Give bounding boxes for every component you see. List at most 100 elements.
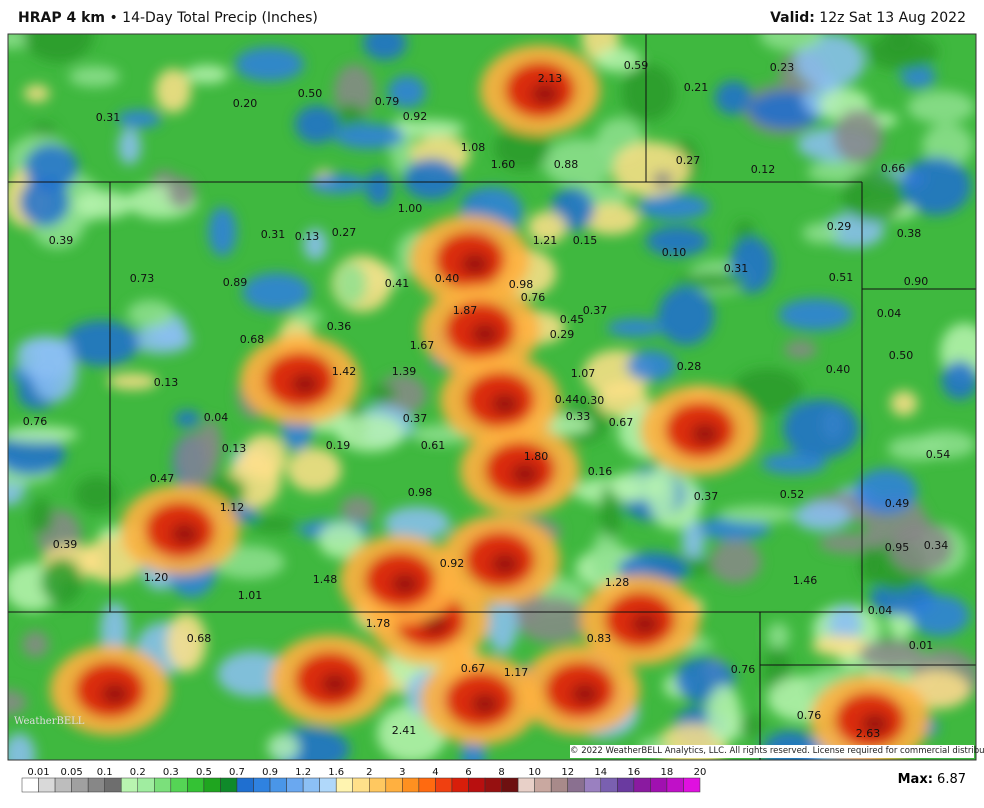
- blob: [294, 105, 339, 144]
- value-label: 0.67: [609, 416, 634, 429]
- blob: [73, 190, 133, 219]
- blob: [739, 714, 764, 739]
- blob: [909, 594, 970, 637]
- legend-swatch: [21, 777, 39, 793]
- blob: [571, 683, 599, 705]
- value-label: 0.39: [49, 234, 74, 247]
- legend-label: 12: [561, 767, 574, 778]
- value-label: 0.31: [724, 262, 749, 275]
- blob: [511, 463, 539, 485]
- legend-swatch: [517, 777, 535, 793]
- blob: [706, 684, 741, 744]
- value-label: 1.28: [605, 576, 630, 589]
- value-label: 1.67: [410, 339, 435, 352]
- blob: [759, 34, 824, 52]
- blob: [907, 90, 976, 124]
- value-label: 1.42: [332, 365, 357, 378]
- value-label: 0.98: [408, 486, 433, 499]
- model: HRAP 4 km: [18, 10, 105, 26]
- blob: [731, 368, 804, 415]
- value-label: 0.13: [222, 442, 247, 455]
- legend-swatch: [170, 777, 188, 793]
- blob: [22, 631, 49, 658]
- max-box: Max: 6.87: [898, 772, 966, 787]
- value-label: 0.13: [295, 230, 320, 243]
- blobs: [8, 34, 976, 760]
- blob: [30, 343, 78, 402]
- blob: [116, 109, 162, 128]
- value-label: 0.33: [566, 410, 591, 423]
- blob: [718, 505, 796, 524]
- value-label: 0.04: [868, 604, 893, 617]
- blob: [811, 635, 869, 657]
- blob: [494, 126, 550, 171]
- blob: [782, 399, 860, 459]
- state-borders: [8, 34, 976, 760]
- value-label: 1.48: [313, 573, 338, 586]
- value-label: 0.76: [797, 709, 822, 722]
- legend-label: 18: [661, 767, 674, 778]
- blob: [100, 601, 129, 658]
- blob: [377, 374, 427, 416]
- blob: [241, 433, 287, 480]
- value-label: 0.47: [150, 472, 175, 485]
- blob: [542, 138, 616, 187]
- value-label: 0.20: [233, 97, 258, 110]
- blob: [866, 34, 939, 71]
- value-label: 0.41: [385, 277, 410, 290]
- blob: [710, 539, 761, 584]
- blob: [657, 286, 715, 345]
- blob: [626, 350, 677, 382]
- blob: [250, 516, 299, 533]
- copyright: © 2022 WeatherBELL Analytics, LLC. All r…: [570, 745, 984, 758]
- blob: [68, 65, 120, 88]
- legend-swatch: [87, 777, 105, 793]
- blob: [336, 413, 405, 452]
- legend-swatch: [600, 777, 618, 793]
- blob: [23, 84, 50, 103]
- blob: [833, 109, 884, 164]
- legend-swatch: [154, 777, 172, 793]
- blob: [471, 323, 499, 345]
- legend-swatch: [120, 777, 139, 793]
- blob: [267, 733, 300, 760]
- legend-swatch: [38, 777, 56, 793]
- blob: [174, 410, 201, 428]
- value-label: 1.00: [398, 202, 423, 215]
- value-label: 0.40: [826, 363, 851, 376]
- blob: [778, 298, 853, 331]
- blob: [107, 373, 158, 390]
- legend-swatch: [54, 777, 72, 793]
- value-label: 1.21: [533, 234, 558, 247]
- value-label: 0.15: [573, 234, 598, 247]
- blob: [174, 431, 218, 488]
- value-label: 0.52: [780, 488, 805, 501]
- blob: [887, 436, 945, 461]
- blob: [391, 573, 419, 595]
- blob: [516, 597, 588, 643]
- legend-swatch: [352, 777, 370, 793]
- legend-swatch: [220, 777, 238, 793]
- value-label: 0.73: [130, 272, 155, 285]
- blob: [491, 553, 519, 575]
- legend-swatch: [302, 777, 320, 793]
- legend-swatch: [369, 777, 387, 793]
- legend-swatch: [385, 777, 403, 793]
- value-label: 0.76: [23, 415, 48, 428]
- value-label: 0.29: [827, 220, 852, 233]
- value-label: 0.38: [897, 227, 922, 240]
- legend-swatch: [187, 777, 205, 793]
- blob: [606, 318, 665, 337]
- legend-label: 1.6: [328, 767, 344, 778]
- legend-label: 16: [627, 767, 640, 778]
- blob: [303, 228, 328, 261]
- blob: [387, 75, 426, 108]
- blob: [900, 65, 936, 89]
- valid-label: Valid:: [770, 10, 815, 26]
- blob: [621, 64, 676, 121]
- legend-swatch: [253, 777, 271, 793]
- legend-swatch: [286, 777, 304, 793]
- legend-swatch: [402, 777, 420, 793]
- blob: [18, 338, 74, 355]
- value-label: 0.51: [829, 271, 854, 284]
